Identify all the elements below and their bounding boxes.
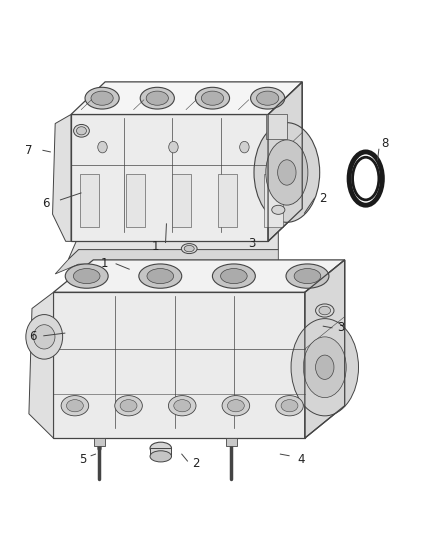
- Bar: [226, 438, 237, 446]
- Ellipse shape: [147, 269, 173, 284]
- Ellipse shape: [26, 314, 63, 359]
- Polygon shape: [268, 82, 302, 241]
- Text: 4: 4: [297, 453, 305, 466]
- Bar: [218, 174, 237, 227]
- Ellipse shape: [221, 269, 247, 284]
- Ellipse shape: [227, 400, 244, 412]
- Ellipse shape: [168, 395, 196, 416]
- Ellipse shape: [266, 140, 308, 205]
- Ellipse shape: [181, 244, 197, 254]
- Polygon shape: [53, 115, 71, 241]
- Ellipse shape: [319, 306, 331, 315]
- Ellipse shape: [286, 264, 329, 288]
- Ellipse shape: [353, 157, 379, 200]
- Text: 8: 8: [381, 138, 388, 150]
- Text: 5: 5: [79, 453, 86, 466]
- Polygon shape: [53, 260, 345, 292]
- Ellipse shape: [291, 319, 358, 416]
- Ellipse shape: [65, 264, 108, 288]
- Polygon shape: [55, 249, 278, 274]
- Polygon shape: [305, 260, 345, 438]
- Text: 2: 2: [192, 457, 200, 470]
- Bar: [172, 174, 191, 227]
- Circle shape: [98, 141, 107, 153]
- Ellipse shape: [195, 87, 230, 109]
- Ellipse shape: [85, 87, 119, 109]
- Ellipse shape: [212, 264, 255, 288]
- Ellipse shape: [184, 245, 194, 252]
- Ellipse shape: [115, 395, 142, 416]
- Ellipse shape: [278, 160, 296, 185]
- Text: 1: 1: [100, 257, 108, 270]
- Ellipse shape: [150, 451, 172, 462]
- Ellipse shape: [281, 400, 298, 412]
- Ellipse shape: [67, 400, 83, 412]
- Text: 6: 6: [29, 330, 37, 343]
- Ellipse shape: [315, 355, 334, 379]
- Ellipse shape: [74, 124, 89, 137]
- Ellipse shape: [33, 325, 55, 349]
- Ellipse shape: [74, 269, 100, 284]
- Bar: [126, 174, 145, 227]
- Ellipse shape: [257, 91, 279, 105]
- Polygon shape: [68, 231, 278, 260]
- Ellipse shape: [61, 395, 88, 416]
- Ellipse shape: [315, 304, 334, 317]
- Ellipse shape: [91, 91, 113, 105]
- Text: 7: 7: [25, 144, 32, 157]
- Text: 2: 2: [319, 192, 327, 205]
- Ellipse shape: [201, 91, 223, 105]
- Circle shape: [240, 141, 249, 153]
- Text: 3: 3: [248, 237, 255, 250]
- Ellipse shape: [222, 395, 250, 416]
- Ellipse shape: [150, 442, 172, 454]
- Bar: [80, 174, 99, 227]
- Polygon shape: [71, 82, 302, 115]
- Text: 3: 3: [337, 321, 344, 334]
- Ellipse shape: [251, 87, 285, 109]
- Polygon shape: [71, 115, 268, 241]
- Bar: [150, 448, 171, 456]
- Polygon shape: [53, 292, 305, 438]
- Circle shape: [169, 141, 178, 153]
- Ellipse shape: [303, 337, 346, 398]
- Bar: [94, 438, 105, 446]
- Ellipse shape: [146, 91, 168, 105]
- Text: 6: 6: [42, 197, 50, 210]
- Ellipse shape: [120, 400, 137, 412]
- Ellipse shape: [174, 400, 191, 412]
- Polygon shape: [29, 292, 53, 438]
- Ellipse shape: [254, 123, 320, 222]
- Text: 1: 1: [152, 240, 159, 253]
- Ellipse shape: [272, 205, 285, 214]
- Ellipse shape: [77, 127, 86, 135]
- Ellipse shape: [139, 264, 182, 288]
- Ellipse shape: [276, 395, 303, 416]
- Bar: [264, 174, 283, 227]
- Ellipse shape: [294, 269, 321, 284]
- Ellipse shape: [140, 87, 174, 109]
- Bar: [266, 114, 287, 139]
